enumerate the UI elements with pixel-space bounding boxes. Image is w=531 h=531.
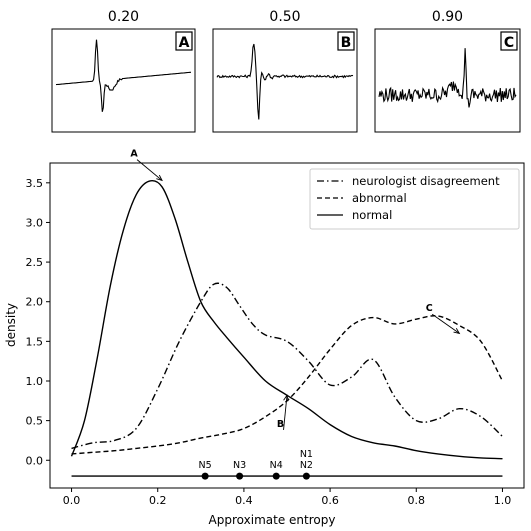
y-tick-label: 1.5	[26, 335, 44, 348]
inset-frame	[212, 28, 358, 133]
inset-trace	[378, 48, 517, 108]
annotation-arrow	[283, 395, 288, 431]
inset-frame	[374, 28, 521, 133]
x-tick-label: 0.8	[408, 494, 426, 507]
x-tick-label: 0.6	[321, 494, 339, 507]
annotation-label: A	[130, 149, 138, 160]
x-tick-label: 0.2	[149, 494, 167, 507]
neurologist-point	[302, 472, 310, 480]
annotation-arrow	[431, 313, 460, 334]
inset-frame	[51, 28, 196, 133]
density-curves	[70, 179, 504, 460]
inset-trace	[216, 43, 354, 120]
neurologist-point	[201, 472, 209, 480]
annotation-arrowhead	[453, 328, 461, 335]
y-axis-ticks: 0.0 0.5 1.0 1.5 2.0 2.5 3.0 3.5	[26, 177, 50, 467]
neurologist-label: N5	[199, 460, 212, 471]
y-tick-label: 3.5	[26, 177, 44, 190]
example-traces: 0.20 A 0.50 B 0.90 C	[51, 9, 521, 133]
series-line-abnormal	[71, 315, 504, 455]
inset-letter: B	[341, 35, 352, 51]
legend-label-normal: normal	[352, 208, 392, 222]
x-axis-ticks: 0.0 0.2 0.4 0.6 0.8 1.0	[63, 488, 511, 507]
neurologist-label: N4	[270, 460, 283, 471]
annotation-arrowhead	[283, 394, 289, 402]
annotation-label: C	[426, 303, 433, 314]
x-tick-label: 1.0	[494, 494, 512, 507]
legend-label-abnormal: abnormal	[352, 191, 407, 205]
legend-label-neurologist-disagreement: neurologist disagreement	[352, 174, 500, 188]
x-tick-label: 0.4	[235, 494, 253, 507]
inset-letter-box	[175, 31, 193, 51]
neurologist-point	[236, 472, 244, 480]
annotation-label: B	[277, 419, 284, 430]
legend-box	[309, 168, 520, 230]
y-tick-label: 2.0	[26, 296, 44, 309]
series-line-neurologist-disagreement	[71, 282, 503, 450]
legend: neurologist disagreement abnormal normal	[309, 168, 520, 230]
y-tick-label: 0.5	[26, 415, 44, 428]
inset-letter: C	[504, 35, 514, 51]
annotation-arrow	[136, 159, 163, 181]
inset-title: 0.50	[269, 9, 300, 25]
x-tick-label: 0.0	[63, 494, 81, 507]
y-tick-label: 1.0	[26, 375, 44, 388]
y-tick-label: 3.0	[26, 216, 44, 229]
inset-letter-box	[337, 31, 355, 51]
y-axis-label: density	[4, 303, 18, 347]
neurologist-label: N2	[300, 460, 313, 471]
annotation-arrowhead	[156, 174, 163, 182]
inset-letter-box	[500, 31, 518, 51]
y-tick-label: 0.0	[26, 454, 44, 467]
inset-title: 0.20	[108, 9, 139, 25]
curve-annotations: A B C	[130, 149, 461, 431]
inset-letter: A	[179, 35, 190, 51]
series-line-normal	[70, 179, 503, 460]
x-axis-label: Approximate entropy	[209, 513, 336, 527]
y-tick-label: 2.5	[26, 256, 44, 269]
neurologist-label: N1	[300, 449, 313, 460]
plot-frame	[49, 162, 525, 489]
neurologist-label: N3	[233, 460, 246, 471]
inset-trace	[55, 39, 191, 112]
inset-title: 0.90	[432, 9, 463, 25]
neurologist-point	[272, 472, 280, 480]
